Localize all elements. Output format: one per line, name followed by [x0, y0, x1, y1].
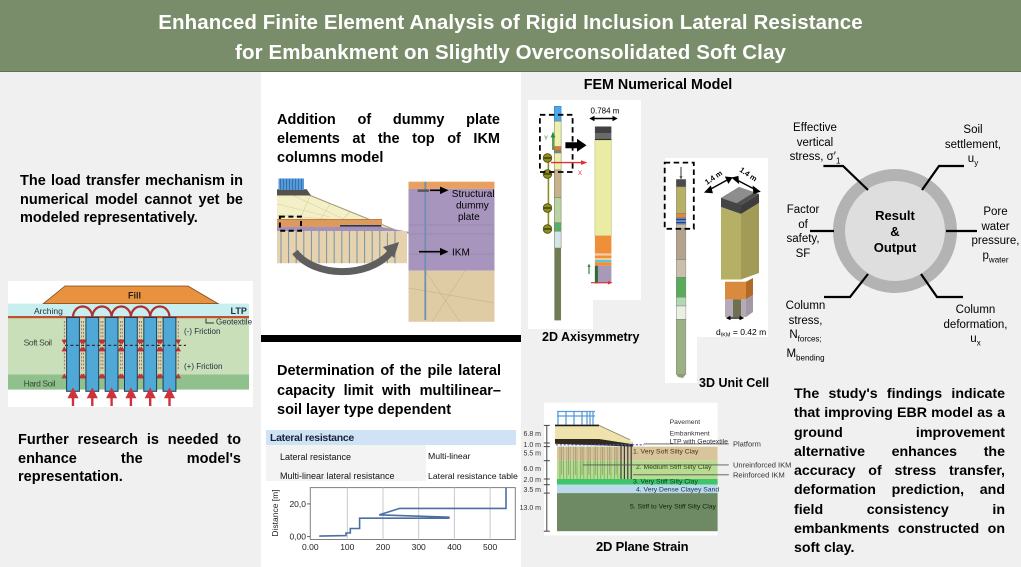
- svg-text:2.0 m: 2.0 m: [523, 477, 541, 484]
- svg-text:0.784 m: 0.784 m: [591, 107, 620, 116]
- svg-text:Reinforced IKM: Reinforced IKM: [733, 470, 785, 479]
- svg-text:13.0 m: 13.0 m: [520, 505, 541, 512]
- svg-text:(-) Friction: (-) Friction: [184, 327, 220, 336]
- svg-text:X: X: [578, 171, 582, 177]
- svg-text:5.5 m: 5.5 m: [523, 451, 541, 458]
- svg-text:200: 200: [376, 542, 390, 552]
- svg-text:3.5 m: 3.5 m: [523, 487, 541, 494]
- svg-text:500: 500: [483, 542, 497, 552]
- svg-text:plate: plate: [458, 212, 480, 223]
- svg-text:2. Medium Stiff Silty Clay: 2. Medium Stiff Silty Clay: [636, 464, 712, 471]
- svg-text:4. Very Dense Clayey Sand: 4. Very Dense Clayey Sand: [636, 486, 719, 493]
- svg-text:6.8 m: 6.8 m: [523, 431, 541, 438]
- svg-text:dIKM = 0.42 m: dIKM = 0.42 m: [716, 327, 766, 339]
- svg-text:Distance [m]: Distance [m]: [270, 489, 280, 536]
- svg-text:20,0: 20,0: [289, 499, 306, 509]
- svg-text:IKM: IKM: [452, 248, 470, 259]
- svg-text:Structural: Structural: [452, 189, 495, 200]
- svg-text:LTP: LTP: [231, 306, 247, 316]
- svg-text:Arching: Arching: [34, 306, 63, 316]
- svg-text:LTP with Geotextile: LTP with Geotextile: [670, 439, 729, 446]
- svg-text:Soft Soil: Soft Soil: [24, 338, 53, 348]
- svg-text:1. Very Soft Silty Clay: 1. Very Soft Silty Clay: [633, 448, 699, 455]
- svg-text:Fill: Fill: [128, 291, 141, 301]
- svg-text:Y: Y: [544, 136, 548, 142]
- svg-text:Embankment: Embankment: [670, 430, 710, 437]
- svg-text:5. Stiff to Very Stiff Silty C: 5. Stiff to Very Stiff Silty Clay: [630, 503, 716, 510]
- svg-text:Hard Soil: Hard Soil: [24, 379, 56, 389]
- svg-text:1.0 m: 1.0 m: [523, 442, 541, 449]
- svg-text:3. Very Stiff Silty Clay: 3. Very Stiff Silty Clay: [633, 479, 698, 486]
- svg-text:300: 300: [412, 542, 426, 552]
- svg-text:Platform: Platform: [733, 440, 761, 449]
- svg-text:Pavement: Pavement: [670, 419, 701, 426]
- svg-text:Unreinforced IKM: Unreinforced IKM: [733, 460, 791, 469]
- svg-text:6.0 m: 6.0 m: [523, 466, 541, 473]
- svg-text:dummy: dummy: [456, 201, 489, 212]
- svg-text:0.00: 0.00: [302, 542, 319, 552]
- svg-text:0,00: 0,00: [289, 532, 306, 542]
- svg-text:400: 400: [447, 542, 461, 552]
- svg-text:Geotextile: Geotextile: [216, 318, 253, 327]
- svg-text:100: 100: [340, 542, 354, 552]
- svg-text:(+) Friction: (+) Friction: [184, 362, 222, 371]
